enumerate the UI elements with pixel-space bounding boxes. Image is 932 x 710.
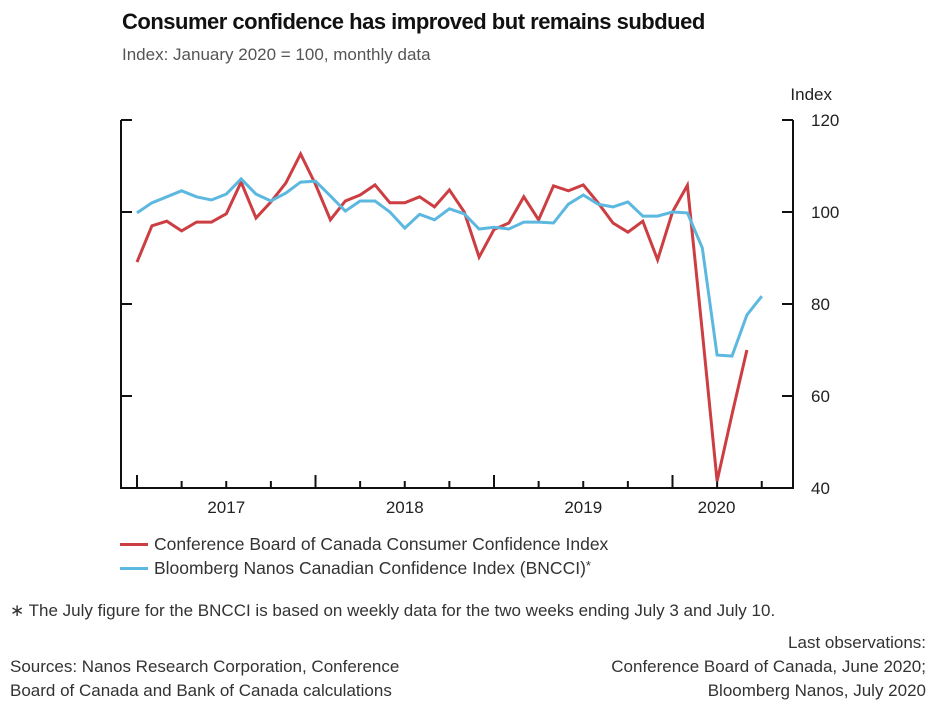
legend-item-bloomberg-nanos: Bloomberg Nanos Canadian Confidence Inde… bbox=[120, 556, 608, 580]
legend-swatch-blue bbox=[120, 566, 148, 570]
sources-line: Board of Canada and Bank of Canada calcu… bbox=[10, 681, 392, 700]
line-chart: 40 60 80 100 120 2017 2018 2019 2020 Index bbox=[120, 85, 839, 517]
last-observations: Last observations: Conference Board of C… bbox=[611, 631, 926, 703]
y-tick-label: 80 bbox=[811, 295, 830, 314]
x-tick-label: 2018 bbox=[386, 498, 424, 517]
last-observations-line: Conference Board of Canada, June 2020; bbox=[611, 657, 926, 676]
series-line-bloomberg-nanos bbox=[136, 176, 763, 358]
x-tick-label: 2017 bbox=[207, 498, 245, 517]
legend-label: Bloomberg Nanos Canadian Confidence Inde… bbox=[154, 557, 586, 578]
x-tick-label: 2019 bbox=[564, 498, 602, 517]
series-line-conference-board bbox=[135, 150, 749, 482]
sources-line: Sources: Nanos Research Corporation, Con… bbox=[10, 657, 400, 676]
footnote: ∗ The July figure for the BNCCI is based… bbox=[10, 601, 776, 620]
last-observations-heading: Last observations: bbox=[788, 633, 926, 652]
y-tick-label: 120 bbox=[811, 111, 839, 130]
axes: 40 60 80 100 120 2017 2018 2019 2020 bbox=[120, 111, 839, 517]
asterisk-marker: * bbox=[585, 557, 591, 573]
legend-label: Conference Board of Canada Consumer Conf… bbox=[154, 533, 609, 554]
y-tick-label: 40 bbox=[811, 479, 830, 498]
chart-title: Consumer confidence has improved but rem… bbox=[122, 9, 705, 34]
chart-subtitle: Index: January 2020 = 100, monthly data bbox=[122, 45, 431, 64]
series-layer bbox=[135, 150, 763, 482]
sources: Sources: Nanos Research Corporation, Con… bbox=[10, 655, 470, 703]
last-observations-line: Bloomberg Nanos, July 2020 bbox=[707, 681, 926, 700]
y-tick-label: 100 bbox=[811, 203, 839, 222]
x-tick-label: 2020 bbox=[698, 498, 736, 517]
y-axis-title: Index bbox=[790, 85, 832, 104]
legend-swatch-red bbox=[120, 542, 148, 546]
y-tick-label: 60 bbox=[811, 387, 830, 406]
legend: Conference Board of Canada Consumer Conf… bbox=[120, 532, 608, 580]
legend-item-conference-board: Conference Board of Canada Consumer Conf… bbox=[120, 532, 608, 556]
